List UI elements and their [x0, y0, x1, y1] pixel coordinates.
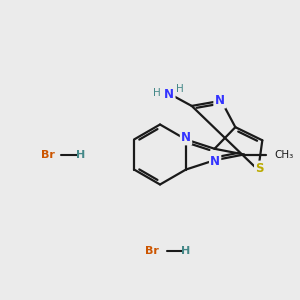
Text: H: H	[182, 245, 190, 256]
Text: N: N	[181, 131, 191, 144]
Text: H: H	[153, 88, 161, 98]
Text: N: N	[164, 88, 174, 101]
Text: H: H	[76, 149, 85, 160]
Text: N: N	[210, 155, 220, 168]
Text: S: S	[255, 162, 264, 175]
Text: Br: Br	[146, 245, 159, 256]
Text: H: H	[176, 84, 184, 94]
Text: N: N	[215, 94, 225, 107]
Text: Br: Br	[40, 149, 54, 160]
Text: CH₃: CH₃	[274, 149, 294, 160]
